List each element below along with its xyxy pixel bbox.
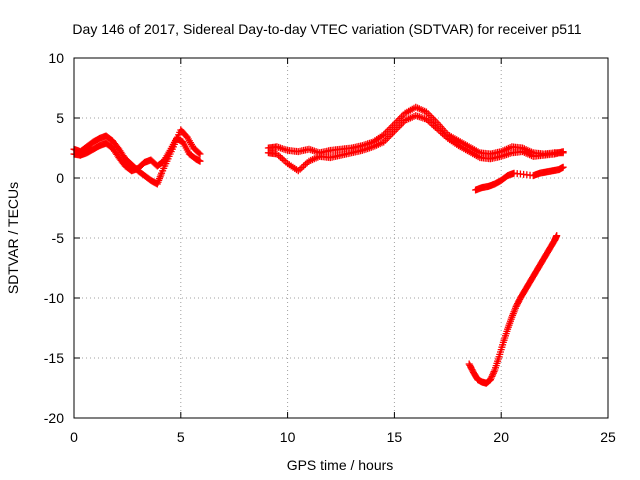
data-point: [280, 156, 288, 164]
data-point: [301, 160, 309, 168]
x-tick-label-1: 5: [177, 429, 185, 445]
y-tick-label-1: -15: [44, 350, 64, 366]
grid: [74, 58, 608, 418]
chart-title: Day 146 of 2017, Sidereal Day-to-day VTE…: [72, 21, 581, 37]
data-point: [196, 150, 204, 158]
data-point: [296, 165, 304, 173]
series-segment-late-low: [472, 163, 567, 194]
series-segment-dip: [465, 232, 561, 387]
tick-labels: 0 5 10 15 20 25 -20 -15 -10 -5 0 5 10: [44, 50, 616, 445]
x-tick-label-0: 0: [70, 429, 78, 445]
series-segment-daytime-secondary: [264, 112, 567, 175]
data-point: [488, 372, 496, 380]
data-point: [487, 376, 495, 384]
data-point: [300, 162, 308, 170]
x-tick-label-3: 15: [387, 429, 403, 445]
data-point: [426, 118, 434, 126]
x-tick-label-2: 10: [280, 429, 296, 445]
y-tick-label-6: 10: [48, 50, 64, 66]
y-tick-label-4: 0: [56, 170, 64, 186]
y-axis-label: SDTVAR / TECUs: [5, 182, 21, 294]
data-point: [559, 163, 567, 171]
y-tick-label-5: 5: [56, 110, 64, 126]
data-point: [435, 126, 443, 134]
data-point: [489, 369, 497, 377]
data-point: [489, 371, 497, 379]
data-point: [559, 148, 567, 156]
series-segment-early-morning-2: [70, 134, 204, 175]
x-tick-label-4: 20: [493, 429, 509, 445]
x-tick-label-5: 25: [600, 429, 616, 445]
data-point: [196, 157, 204, 165]
data-point: [278, 155, 286, 163]
y-tick-label-3: -5: [52, 230, 65, 246]
x-axis-label: GPS time / hours: [287, 457, 394, 473]
data-point: [553, 232, 561, 240]
axes: [73, 57, 609, 419]
data-point: [490, 368, 498, 376]
data-point: [487, 374, 495, 382]
data-point: [276, 153, 284, 161]
data-point: [195, 149, 203, 157]
data-points: [70, 103, 567, 387]
y-tick-label-0: -20: [44, 410, 64, 426]
data-point: [437, 128, 445, 136]
y-tick-label-2: -10: [44, 290, 64, 306]
